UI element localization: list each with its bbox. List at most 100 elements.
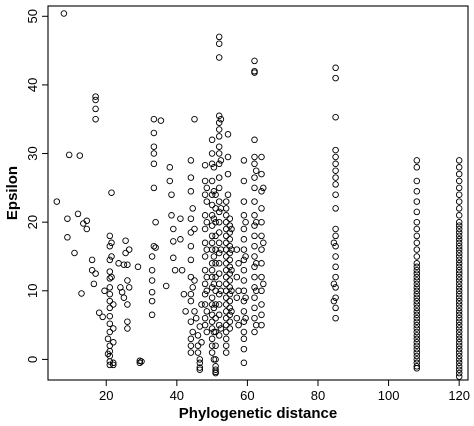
data-point (215, 270, 223, 277)
data-point (203, 287, 211, 295)
data-point (208, 177, 216, 185)
data-point (120, 261, 128, 268)
data-point (212, 369, 219, 377)
data-point (88, 256, 96, 264)
x-axis: 20 40 60 80 100 120 (99, 380, 470, 403)
data-point (258, 273, 265, 281)
data-point (413, 352, 421, 360)
data-point (171, 266, 179, 274)
data-point (166, 177, 174, 185)
data-point (106, 361, 114, 369)
data-point (226, 256, 234, 264)
data-point (226, 297, 234, 305)
data-point (413, 260, 421, 267)
data-point (235, 260, 242, 267)
data-point (222, 225, 230, 233)
data-point (413, 325, 421, 332)
data-point (455, 236, 463, 243)
data-point (124, 325, 131, 332)
data-point (124, 261, 131, 268)
data-point (455, 363, 463, 370)
data-point (413, 164, 421, 171)
data-point (233, 314, 241, 322)
data-point (240, 287, 248, 295)
data-point (201, 301, 209, 308)
data-point (215, 321, 223, 329)
data-point (118, 288, 126, 296)
data-point (332, 74, 339, 82)
data-point (413, 308, 421, 315)
data-point (332, 146, 339, 154)
data-point (222, 280, 230, 288)
data-point (413, 332, 421, 339)
data-point (413, 266, 421, 274)
data-point (332, 191, 339, 198)
data-point (413, 335, 421, 343)
data-point (252, 218, 260, 226)
data-point (212, 191, 219, 198)
data-point (152, 218, 159, 226)
data-point (332, 181, 339, 188)
data-point (201, 177, 209, 185)
data-point (217, 246, 225, 253)
data-point (178, 266, 186, 274)
data-point (208, 335, 216, 343)
data-point (455, 359, 463, 367)
data-point (201, 225, 209, 233)
data-point (413, 246, 421, 253)
data-point (455, 369, 463, 377)
data-point (455, 345, 463, 353)
data-point (455, 294, 463, 301)
data-point (150, 129, 158, 137)
data-point (208, 284, 216, 291)
data-point (215, 218, 223, 226)
data-point (455, 270, 463, 277)
data-point (240, 277, 248, 284)
data-point (222, 328, 230, 336)
data-point (148, 253, 156, 260)
data-point (180, 290, 188, 298)
data-point (222, 301, 230, 308)
data-point (187, 318, 195, 325)
data-point (413, 280, 421, 288)
data-point (78, 290, 85, 297)
data-point (222, 294, 230, 301)
data-point (196, 356, 204, 363)
data-point (92, 115, 99, 123)
x-tick-label: 120 (448, 388, 470, 403)
data-point (196, 364, 204, 371)
data-point (413, 198, 421, 205)
data-point (150, 242, 158, 250)
data-point (215, 160, 223, 168)
x-axis-title: Phylogenetic distance (179, 405, 337, 422)
data-point (455, 198, 463, 205)
data-point (208, 160, 216, 168)
y-axis-title: Epsilon (4, 166, 21, 220)
data-point (251, 273, 258, 281)
data-point (240, 225, 248, 233)
data-point (240, 318, 248, 325)
data-point (212, 232, 219, 240)
data-point (110, 301, 117, 308)
data-point (258, 287, 265, 295)
data-point (208, 273, 216, 281)
data-point (455, 253, 463, 260)
data-point (228, 287, 235, 295)
data-point (226, 311, 234, 319)
data-point (148, 297, 156, 305)
data-point (191, 115, 198, 123)
data-point (203, 328, 211, 336)
data-point (251, 136, 258, 144)
data-point (455, 260, 463, 267)
data-point (332, 242, 339, 250)
data-point (215, 280, 223, 288)
data-point (224, 131, 232, 138)
data-point (455, 318, 463, 325)
data-point (64, 215, 71, 222)
data-point (198, 339, 205, 346)
data-point (222, 205, 230, 212)
data-point (226, 242, 234, 250)
data-point (332, 160, 339, 168)
data-point (251, 314, 258, 322)
data-point (455, 284, 463, 291)
